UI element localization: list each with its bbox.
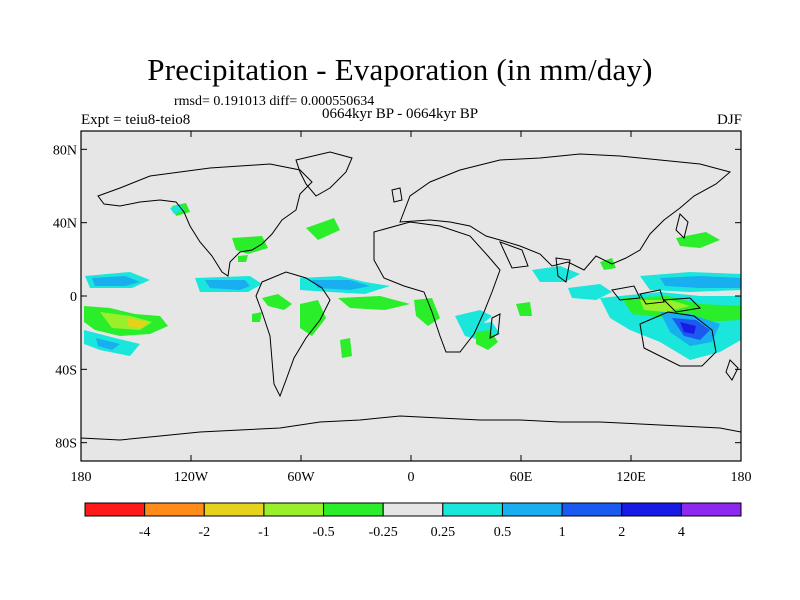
coastline xyxy=(81,415,741,441)
colorbar-label: -0.25 xyxy=(369,525,398,540)
colorbar-label: 2 xyxy=(618,525,625,540)
anomaly-field xyxy=(128,318,148,328)
colorbar-label: 0.5 xyxy=(494,525,512,540)
colorbar-swatch xyxy=(203,502,265,517)
colorbar-swatch xyxy=(382,502,444,517)
colorbar-swatch xyxy=(84,502,146,517)
coastline xyxy=(675,213,689,239)
coastlines xyxy=(81,151,741,441)
anomaly-field xyxy=(680,322,696,334)
plot-title: Precipitation - Evaporation (in mm/day) xyxy=(147,52,653,87)
stats-line: rmsd= 0.191013 diff= 0.000550634 xyxy=(174,94,375,109)
coastline xyxy=(373,221,501,353)
anomaly-field xyxy=(414,298,440,326)
colorbar-label: 4 xyxy=(678,525,685,540)
colorbar-swatch xyxy=(561,502,623,517)
anomaly-field xyxy=(96,338,120,350)
period-line: 0664kyr BP - 0664kyr BP xyxy=(322,106,479,122)
anomaly-field xyxy=(170,204,184,214)
anomaly-field xyxy=(476,330,498,350)
coastline xyxy=(611,285,702,313)
anomaly-field xyxy=(300,300,326,336)
lat-tick-label: 40N xyxy=(53,217,77,232)
colorbar-label: -1 xyxy=(258,525,270,540)
colorbar-swatch xyxy=(501,502,563,517)
anomaly-field xyxy=(232,236,268,254)
lat-tick-label: 80N xyxy=(53,143,77,158)
anomaly-field xyxy=(340,338,352,358)
lon-tick-label: 0 xyxy=(408,470,415,485)
colorbar-swatch xyxy=(144,502,205,517)
anomaly-field xyxy=(676,232,720,248)
coastline xyxy=(255,271,331,398)
colorbar-swatch xyxy=(680,502,742,517)
lat-tick-label: 0 xyxy=(70,290,77,305)
anomaly-field xyxy=(568,284,612,300)
anomaly-field xyxy=(660,276,741,288)
colorbar-label: -2 xyxy=(198,525,210,540)
coastline xyxy=(639,311,717,367)
anomaly-fields xyxy=(84,203,741,360)
coastline xyxy=(391,187,403,203)
anomaly-field xyxy=(92,276,140,286)
colorbar-swatch xyxy=(442,502,503,517)
anomaly-field xyxy=(600,258,616,270)
colorbar-swatch xyxy=(323,502,384,517)
coastline xyxy=(97,163,313,277)
anomaly-field xyxy=(338,296,410,310)
coastline xyxy=(489,313,501,339)
anomaly-field xyxy=(306,218,340,240)
lon-tick-label: 120E xyxy=(616,470,646,485)
anomaly-field xyxy=(238,255,248,262)
colorbar-label: -0.5 xyxy=(312,525,334,540)
coastline xyxy=(725,359,739,381)
lon-tick-label: 60W xyxy=(287,470,315,485)
coastline xyxy=(399,153,732,271)
colorbar-swatch xyxy=(263,502,325,517)
colorbar-swatch xyxy=(621,502,682,517)
lon-tick-label: 180 xyxy=(731,470,752,485)
coastline xyxy=(499,241,571,283)
lon-tick-label: 180 xyxy=(71,470,92,485)
colorbar-label: -4 xyxy=(139,525,151,540)
anomaly-field xyxy=(262,294,292,310)
colorbar-label: 1 xyxy=(559,525,566,540)
colorbar: -4 -2 -1 -0.5 -0.25 0.25 0.5 1 2 4 xyxy=(84,502,742,540)
lat-tick-label: 40S xyxy=(55,363,77,378)
anomaly-field xyxy=(312,280,370,290)
colorbar-label: 0.25 xyxy=(431,525,456,540)
anomaly-field xyxy=(516,302,532,316)
coastline xyxy=(295,151,353,197)
season-label: DJF xyxy=(716,112,742,128)
experiment-label: Expt = teiu8-teio8 xyxy=(81,112,191,128)
map-axes: 80N 40N 0 40S 80S 180 120W 60W 0 60E 120E 180 xyxy=(53,131,752,485)
anomaly-field xyxy=(252,312,262,322)
anomaly-field xyxy=(205,280,250,290)
lon-tick-label: 60E xyxy=(510,470,533,485)
lat-tick-label: 80S xyxy=(55,437,77,452)
lon-tick-label: 120W xyxy=(174,470,209,485)
